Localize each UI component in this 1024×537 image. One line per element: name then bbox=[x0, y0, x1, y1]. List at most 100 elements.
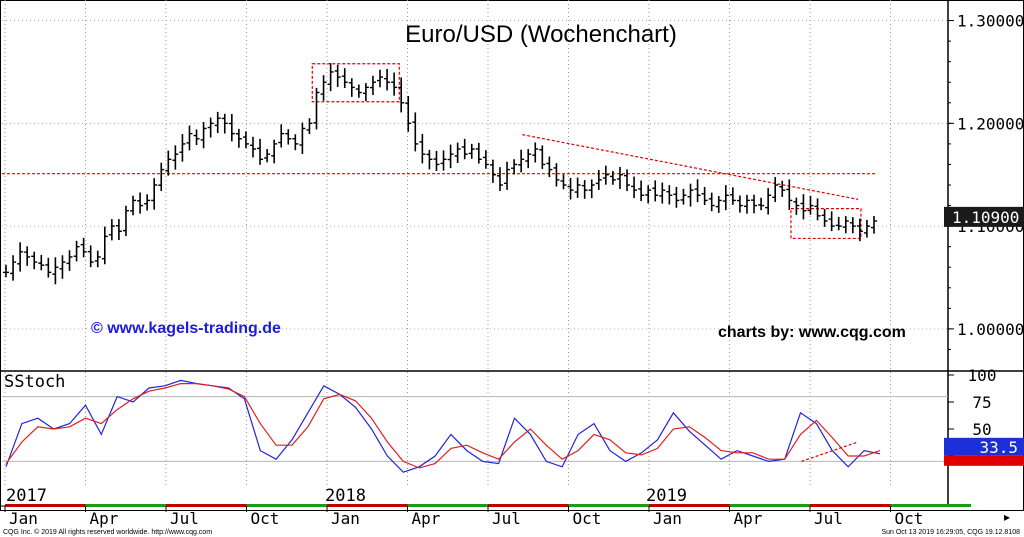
ohlc-bar bbox=[10, 255, 17, 281]
ohlc-bar bbox=[772, 177, 779, 203]
ohlc-bar bbox=[38, 254, 45, 271]
ohlc-bar bbox=[638, 180, 645, 202]
ohlc-bar bbox=[567, 177, 574, 200]
ohlc-bar bbox=[496, 167, 503, 191]
month-band bbox=[5, 504, 86, 507]
footer-copyright: CQG Inc. © 2019 All rights reserved worl… bbox=[3, 528, 212, 536]
ohlc-bar bbox=[94, 250, 101, 268]
ohlc-bar bbox=[130, 195, 137, 216]
time-x-axis: 2017 2018 2019 Jan Apr Jul Oct Jan Apr Jul Oct Jan A… bbox=[4, 486, 1010, 528]
ohlc-bar bbox=[518, 149, 525, 173]
stoch-tick-label: 100 bbox=[968, 366, 997, 385]
ohlc-bar bbox=[299, 122, 306, 154]
ohlc-bar bbox=[59, 255, 66, 279]
month-band bbox=[649, 504, 730, 507]
watermark-cqg: charts by: www.cqg.com bbox=[718, 324, 906, 341]
month-band bbox=[729, 504, 810, 507]
ohlc-bar bbox=[306, 118, 313, 135]
year-label: 2018 bbox=[325, 486, 366, 506]
ohlc-bar bbox=[355, 84, 362, 98]
ohlc-bar bbox=[292, 134, 299, 151]
ohlc-bar bbox=[52, 257, 59, 285]
ohlc-bar bbox=[137, 192, 144, 214]
month-label: Oct bbox=[251, 509, 280, 528]
stoch-lines bbox=[5, 379, 881, 473]
stoch-tick-label: 75 bbox=[972, 393, 991, 412]
ohlc-bar bbox=[440, 150, 447, 171]
ohlc-bar bbox=[489, 159, 496, 183]
footer-timestamp: Sun Oct 13 2019 16:29:05, CQG 19.12.8108 bbox=[881, 529, 1020, 536]
ohlc-bar bbox=[17, 242, 24, 272]
month-label: Jan bbox=[9, 509, 38, 528]
stoch-last-k-box bbox=[944, 437, 1024, 456]
ohlc-bar bbox=[602, 165, 609, 185]
consolidation-box-1 bbox=[311, 63, 400, 103]
ohlc-bar bbox=[729, 187, 736, 205]
ohlc-bar bbox=[482, 150, 489, 169]
ohlc-bar bbox=[468, 143, 475, 159]
month-label: Jan bbox=[653, 509, 682, 528]
last-price-box bbox=[944, 206, 1024, 227]
ohlc-bar bbox=[221, 113, 228, 134]
ohlc-bar bbox=[588, 179, 595, 199]
ohlc-bar bbox=[708, 192, 715, 212]
ohlc-bar bbox=[461, 138, 468, 160]
ohlc-bar bbox=[369, 75, 376, 96]
price-overlays bbox=[2, 63, 878, 240]
ohlc-bar bbox=[151, 178, 158, 210]
ohlc-bar bbox=[313, 87, 320, 130]
ohlc-bar bbox=[504, 161, 511, 190]
ohlc-bar bbox=[278, 124, 285, 148]
month-label: Apr bbox=[90, 509, 119, 528]
ohlc-bar bbox=[193, 129, 200, 146]
ohlc-bar bbox=[871, 215, 877, 234]
month-label: Jul bbox=[814, 509, 843, 528]
ohlc-bar bbox=[165, 150, 172, 176]
ohlc-bar bbox=[341, 68, 348, 88]
downtrend-line bbox=[522, 134, 859, 200]
price-bars bbox=[3, 63, 877, 285]
chart-frame bbox=[0, 0, 1024, 511]
ohlc-bar bbox=[348, 78, 355, 97]
chart-title: Euro/USD (Wochenchart) bbox=[405, 21, 677, 48]
ohlc-bar bbox=[87, 245, 94, 268]
ohlc-bar bbox=[405, 95, 412, 132]
ohlc-bar bbox=[426, 149, 433, 170]
price-tick-label: 1.20000 bbox=[957, 114, 1024, 133]
month-band bbox=[810, 504, 891, 507]
month-band bbox=[488, 504, 569, 507]
ohlc-bar bbox=[751, 194, 758, 214]
ohlc-bar bbox=[186, 125, 193, 151]
stoch-y-axis: 10075502533.5 bbox=[944, 366, 1024, 466]
ohlc-bar bbox=[235, 128, 242, 148]
ohlc-bar bbox=[687, 183, 694, 207]
outer-border bbox=[0, 0, 1024, 511]
ohlc-bar bbox=[786, 179, 793, 210]
ohlc-bar bbox=[24, 246, 31, 266]
stoch-tick-label: 50 bbox=[972, 420, 991, 439]
ohlc-bar bbox=[412, 112, 419, 152]
ohlc-bar bbox=[779, 180, 786, 197]
ohlc-bar bbox=[736, 195, 743, 213]
stoch-last-d-box bbox=[944, 455, 1024, 466]
ohlc-bar bbox=[609, 171, 616, 185]
ohlc-bar bbox=[800, 194, 807, 220]
ohlc-bar bbox=[553, 163, 560, 187]
ohlc-bar bbox=[31, 251, 38, 270]
month-band bbox=[568, 504, 649, 507]
ohlc-bar bbox=[631, 176, 638, 199]
ohlc-bar bbox=[3, 264, 9, 278]
month-label: Jul bbox=[492, 509, 521, 528]
month-band bbox=[166, 504, 247, 507]
ohlc-bar bbox=[821, 208, 828, 227]
ohlc-bar bbox=[115, 219, 122, 241]
year-label: 2017 bbox=[6, 486, 47, 506]
ohlc-bar bbox=[362, 83, 369, 102]
month-label: Jan bbox=[331, 509, 360, 528]
month-band bbox=[246, 504, 327, 507]
ohlc-bar bbox=[715, 195, 722, 213]
ohlc-bar bbox=[856, 218, 863, 242]
ohlc-bar bbox=[172, 145, 179, 170]
scroll-arrow-icon: ▸ bbox=[1004, 510, 1010, 524]
ohlc-bar bbox=[122, 205, 129, 237]
